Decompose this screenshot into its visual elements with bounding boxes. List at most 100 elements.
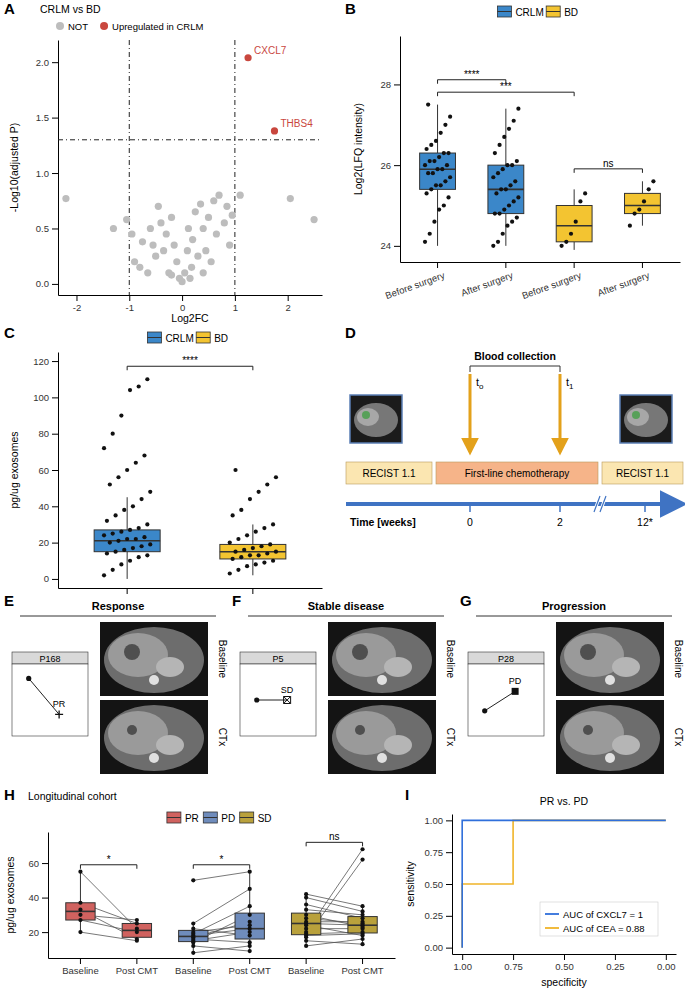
point bbox=[200, 269, 207, 276]
point bbox=[507, 203, 511, 207]
point bbox=[142, 535, 146, 539]
tick-mark bbox=[80, 958, 81, 964]
threshold-line bbox=[234, 40, 235, 295]
tick-mark bbox=[127, 588, 128, 594]
axis-break bbox=[594, 496, 606, 512]
point bbox=[202, 247, 209, 254]
tick: 80 bbox=[38, 428, 58, 439]
point bbox=[200, 225, 207, 232]
legend-swatch bbox=[546, 11, 560, 12]
point bbox=[231, 557, 235, 561]
tick-mark bbox=[42, 898, 48, 899]
image-label: CTx bbox=[217, 728, 228, 746]
ct-image bbox=[556, 622, 664, 696]
point bbox=[239, 555, 243, 559]
point bbox=[194, 253, 201, 260]
point bbox=[148, 542, 152, 546]
tick-mark bbox=[505, 262, 506, 268]
point bbox=[508, 183, 512, 187]
legend-label: BD bbox=[564, 7, 578, 18]
point bbox=[139, 544, 143, 548]
tick: 40 bbox=[28, 892, 48, 903]
bracket bbox=[470, 366, 560, 372]
point bbox=[242, 548, 246, 552]
legend-swatch bbox=[545, 927, 559, 929]
point bbox=[135, 918, 139, 922]
point bbox=[181, 269, 188, 276]
axis-title: -Log10(adjusted P) bbox=[8, 123, 20, 212]
axis-line bbox=[58, 41, 59, 296]
point bbox=[128, 528, 132, 532]
status-label: SD bbox=[281, 685, 294, 695]
pair-line bbox=[193, 946, 249, 951]
point bbox=[502, 135, 506, 139]
tick-label: 60 bbox=[28, 858, 39, 869]
tick: 0 bbox=[180, 295, 185, 313]
point bbox=[145, 553, 149, 557]
legend-label: Upregulated in CRLM bbox=[112, 21, 203, 32]
legend-label: CRLM bbox=[165, 333, 193, 344]
point bbox=[268, 542, 272, 546]
point bbox=[108, 482, 112, 486]
legend-box bbox=[540, 902, 658, 936]
point bbox=[443, 179, 447, 183]
point bbox=[191, 927, 195, 931]
legend-label: BD bbox=[214, 333, 228, 344]
point bbox=[135, 930, 139, 934]
point bbox=[116, 475, 120, 479]
point bbox=[102, 533, 106, 537]
tick-mark bbox=[252, 588, 253, 594]
trajectory bbox=[485, 691, 515, 710]
tick: 120 bbox=[33, 356, 58, 367]
point bbox=[228, 541, 232, 545]
tick: 60 bbox=[28, 858, 48, 869]
point bbox=[265, 482, 269, 486]
tick-label: 0.00 bbox=[657, 961, 676, 972]
point bbox=[429, 187, 433, 191]
point bbox=[122, 508, 126, 512]
axis: 0.000.250.500.751.00 bbox=[425, 815, 453, 955]
point bbox=[116, 539, 120, 543]
legend-swatch bbox=[167, 817, 181, 818]
trajectory bbox=[257, 700, 287, 701]
collection-subscript: 1 bbox=[569, 382, 574, 391]
point bbox=[428, 159, 432, 163]
point bbox=[245, 564, 249, 568]
point bbox=[446, 151, 450, 155]
tick-mark bbox=[52, 543, 58, 544]
point bbox=[248, 887, 252, 891]
point bbox=[512, 199, 516, 203]
point bbox=[105, 551, 109, 555]
box bbox=[235, 913, 264, 939]
legend-swatch bbox=[147, 337, 161, 338]
point bbox=[113, 550, 117, 554]
tick-label: 2.0 bbox=[36, 57, 49, 68]
point bbox=[559, 244, 563, 248]
panel-heading: Stable disease bbox=[308, 600, 384, 612]
baseline-point bbox=[482, 708, 487, 713]
significance-bracket bbox=[306, 842, 362, 846]
point bbox=[445, 163, 449, 167]
point bbox=[135, 939, 139, 943]
tick-mark bbox=[52, 397, 58, 398]
point bbox=[144, 269, 151, 276]
point bbox=[128, 388, 132, 392]
tick-mark bbox=[42, 932, 48, 933]
tick-label: 0.0 bbox=[36, 278, 49, 289]
chart-title: CRLM vs BD bbox=[40, 3, 101, 15]
whisker bbox=[437, 189, 438, 246]
whisker bbox=[127, 552, 128, 579]
point bbox=[360, 916, 364, 920]
point bbox=[493, 151, 497, 155]
point bbox=[434, 183, 438, 187]
tick: Post CMT bbox=[229, 958, 271, 976]
point bbox=[424, 147, 428, 151]
point bbox=[287, 195, 294, 202]
tick: 0 bbox=[44, 573, 58, 584]
tick-label: Before surgery bbox=[520, 269, 583, 301]
tick-mark bbox=[136, 958, 137, 964]
tick-label: After surgery bbox=[596, 269, 651, 298]
axis-title: pg/ug exosomes bbox=[8, 431, 20, 508]
point bbox=[424, 191, 428, 195]
strip bbox=[12, 652, 88, 664]
